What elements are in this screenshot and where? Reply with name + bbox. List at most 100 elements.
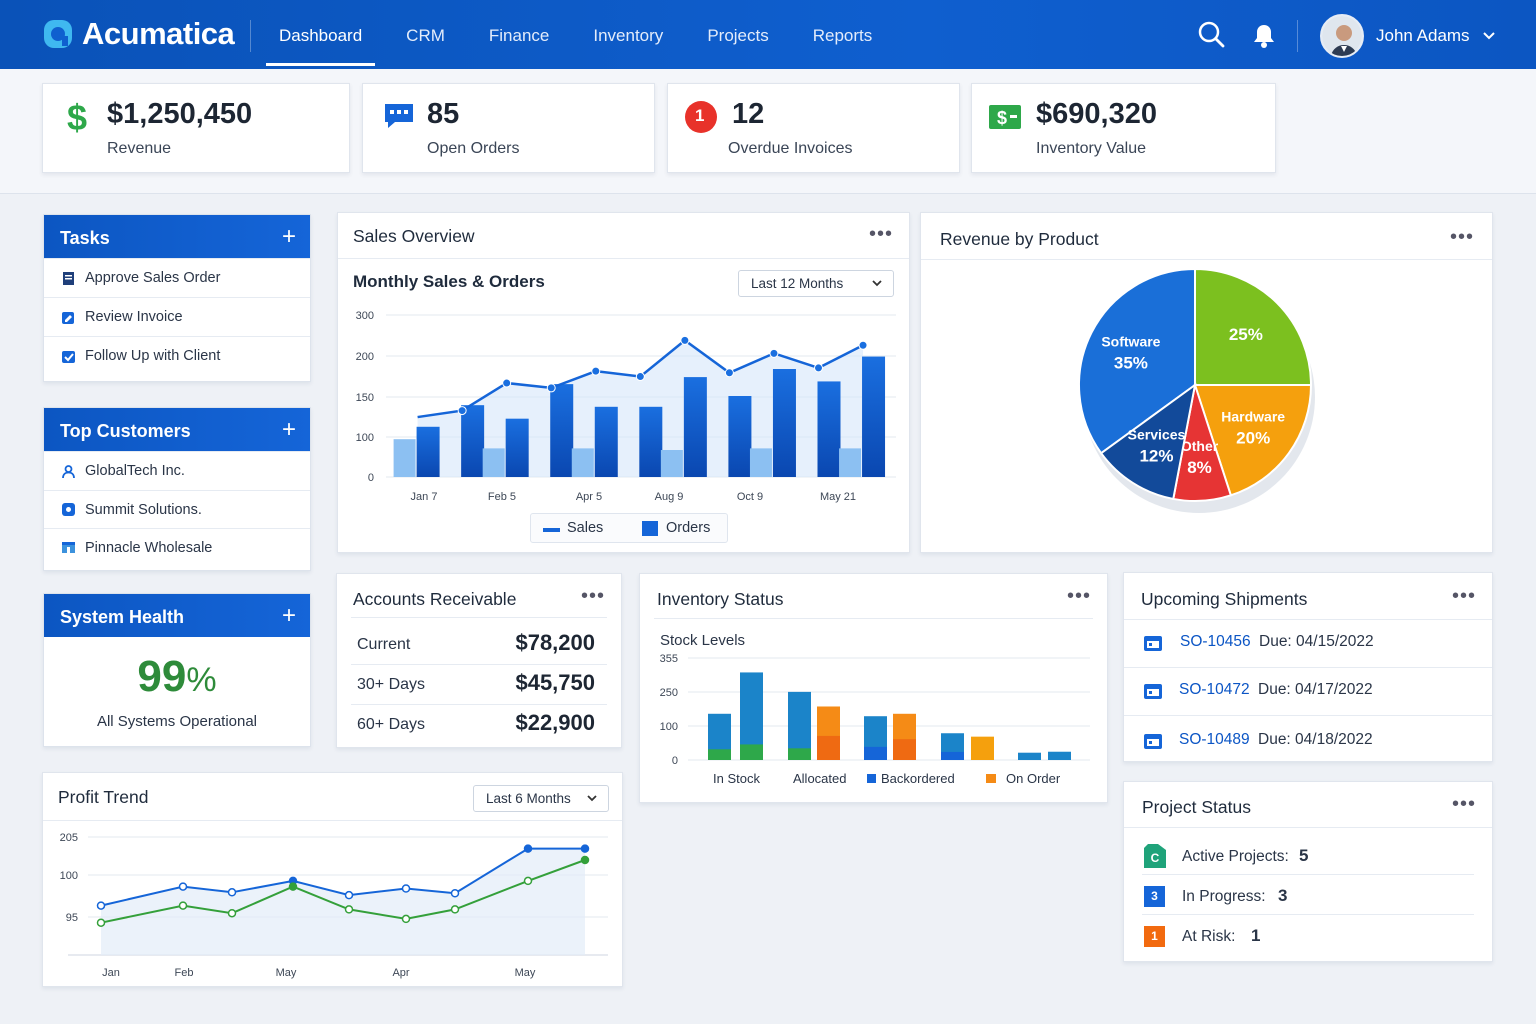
nav-inventory[interactable]: Inventory [593, 26, 664, 45]
profit-point-blue [401, 884, 411, 893]
task-label: Review Invoice [85, 309, 183, 325]
y-tick-label: 200 [356, 351, 374, 363]
y-tick-label: 205 [60, 832, 78, 844]
sales-range-select[interactable]: Last 12 Months [738, 270, 894, 297]
shipment-due: Due: 04/18/2022 [1258, 731, 1373, 748]
stock-bar-base [817, 735, 840, 760]
x-tick-label: May [276, 967, 297, 979]
shipment-due: Due: 04/17/2022 [1258, 681, 1373, 698]
revenue-by-product-card: Revenue by Product ••• Software 35% 25% Har… [920, 212, 1493, 553]
pie-slice [1193, 384, 1313, 497]
stock-levels-chart: 355 250 100 0 [660, 653, 1090, 767]
shipment-id[interactable]: SO-10472 [1179, 681, 1250, 698]
divider [351, 617, 607, 618]
main-nav: Dashboard CRM Finance Inventory Projects… [266, 0, 903, 69]
legend-orders-label: Orders [666, 520, 711, 536]
shipment-id[interactable]: SO-10456 [1180, 633, 1251, 650]
kpi-revenue[interactable]: $ $1,250,450 Revenue [42, 83, 350, 173]
project-row-in-progress[interactable]: 3 In Progress: 3 [1144, 878, 1474, 918]
y-tick-label: 95 [66, 912, 78, 924]
shipment-row[interactable]: SO-10456 Due: 04/15/2022 [1144, 619, 1474, 667]
x-tick-label: May [515, 967, 536, 979]
y-tick-label: 250 [660, 687, 678, 699]
nav-finance[interactable]: Finance [488, 26, 550, 45]
add-customer-button[interactable]: + [281, 416, 296, 443]
sales-light-bar [749, 448, 772, 477]
nav-crm[interactable]: CRM [406, 26, 445, 45]
more-options-button[interactable]: ••• [1451, 585, 1476, 607]
x-tick-label: Apr 5 [576, 491, 602, 503]
shipment-row[interactable]: SO-10489 Due: 04/18/2022 [1144, 717, 1474, 765]
project-row-at-risk[interactable]: 1 At Risk: 1 [1144, 918, 1474, 958]
nav-reports[interactable]: Reports [812, 26, 873, 45]
health-expand-button[interactable]: + [281, 602, 296, 629]
customer-item[interactable]: GlobalTech Inc. [44, 451, 310, 490]
orders-bar [728, 396, 752, 477]
kpi-value: 85 [427, 98, 460, 130]
add-task-button[interactable]: + [281, 223, 296, 250]
card-title: Project Status [1142, 797, 1251, 817]
profit-point-blue [580, 844, 590, 853]
nav-projects[interactable]: Projects [707, 26, 769, 45]
orders-bar [639, 406, 663, 477]
chevron-down-icon [872, 280, 882, 287]
y-tick-label: 300 [356, 310, 374, 322]
upcoming-shipments-card: Upcoming Shipments ••• SO-10456 Due: 04/… [1123, 572, 1493, 762]
more-options-button[interactable]: ••• [580, 585, 605, 607]
task-item[interactable]: Review Invoice [44, 297, 310, 336]
legend-on-order: On Order [1006, 771, 1061, 786]
shipment-row[interactable]: SO-10472 Due: 04/17/2022 [1144, 667, 1474, 715]
sales-point [858, 340, 868, 350]
task-item[interactable]: Follow Up with Client [44, 336, 310, 375]
kpi-open-orders[interactable]: 85 Open Orders [362, 83, 655, 173]
search-button[interactable] [1197, 20, 1225, 48]
user-menu[interactable]: John Adams [1320, 14, 1496, 58]
customer-item[interactable]: Summit Solutions. [44, 490, 310, 528]
project-row-active[interactable]: C Active Projects: 5 [1144, 839, 1474, 879]
ar-row-60-days: 60+ Days $22,900 [357, 704, 595, 744]
stock-bar [971, 736, 994, 760]
profit-area [101, 848, 585, 955]
profit-range-select[interactable]: Last 6 Months [473, 785, 609, 812]
notifications-button[interactable] [1252, 23, 1276, 49]
more-options-button[interactable]: ••• [1451, 793, 1476, 815]
sales-light-bar [660, 450, 683, 477]
user-icon [62, 464, 75, 478]
svg-text:$: $ [67, 100, 87, 136]
more-options-button[interactable]: ••• [1449, 226, 1474, 248]
accounts-receivable-card: Accounts Receivable ••• Current $78,200 3… [336, 573, 622, 748]
svg-text:$: $ [997, 108, 1007, 128]
more-options-button[interactable]: ••• [1066, 585, 1091, 607]
app-logo[interactable]: Acumatica [42, 16, 235, 52]
sales-light-bar [839, 448, 862, 477]
profit-point-green [401, 914, 411, 924]
stock-bar-base [864, 746, 887, 760]
kpi-overdue-invoices[interactable]: 1 12 Overdue Invoices [667, 83, 960, 173]
more-options-button[interactable]: ••• [868, 223, 893, 245]
sales-point [724, 368, 734, 378]
kpi-inventory-value[interactable]: $ $690,320 Inventory Value [971, 83, 1276, 173]
y-tick-label: 100 [60, 870, 78, 882]
sales-point [769, 348, 779, 358]
ar-label: 60+ Days [357, 716, 426, 733]
customer-name: GlobalTech Inc. [85, 463, 185, 479]
pie-slice [1078, 267, 1196, 455]
task-item[interactable]: Approve Sales Order [44, 258, 310, 297]
y-tick-label: 0 [672, 755, 678, 767]
sales-point [814, 363, 823, 373]
legend-orders-swatch [642, 521, 658, 536]
profit-point-green [288, 882, 298, 891]
nav-dashboard[interactable]: Dashboard [266, 0, 376, 69]
pie-slice-value: 25% [1229, 325, 1263, 344]
ar-value: $22,900 [515, 710, 595, 735]
divider [654, 618, 1093, 619]
x-tick-label: Feb [175, 967, 194, 979]
customer-item[interactable]: Pinnacle Wholesale [44, 528, 310, 566]
money-icon: $ [989, 105, 1021, 129]
kpi-value: $690,320 [1036, 98, 1157, 130]
calendar-icon [1144, 636, 1162, 651]
shipment-id[interactable]: SO-10489 [1179, 731, 1250, 748]
tasks-title: Tasks [60, 228, 110, 248]
inventory-status-card: Inventory Status ••• Stock Levels 355 250… [639, 573, 1108, 803]
task-label: Approve Sales Order [85, 270, 221, 286]
